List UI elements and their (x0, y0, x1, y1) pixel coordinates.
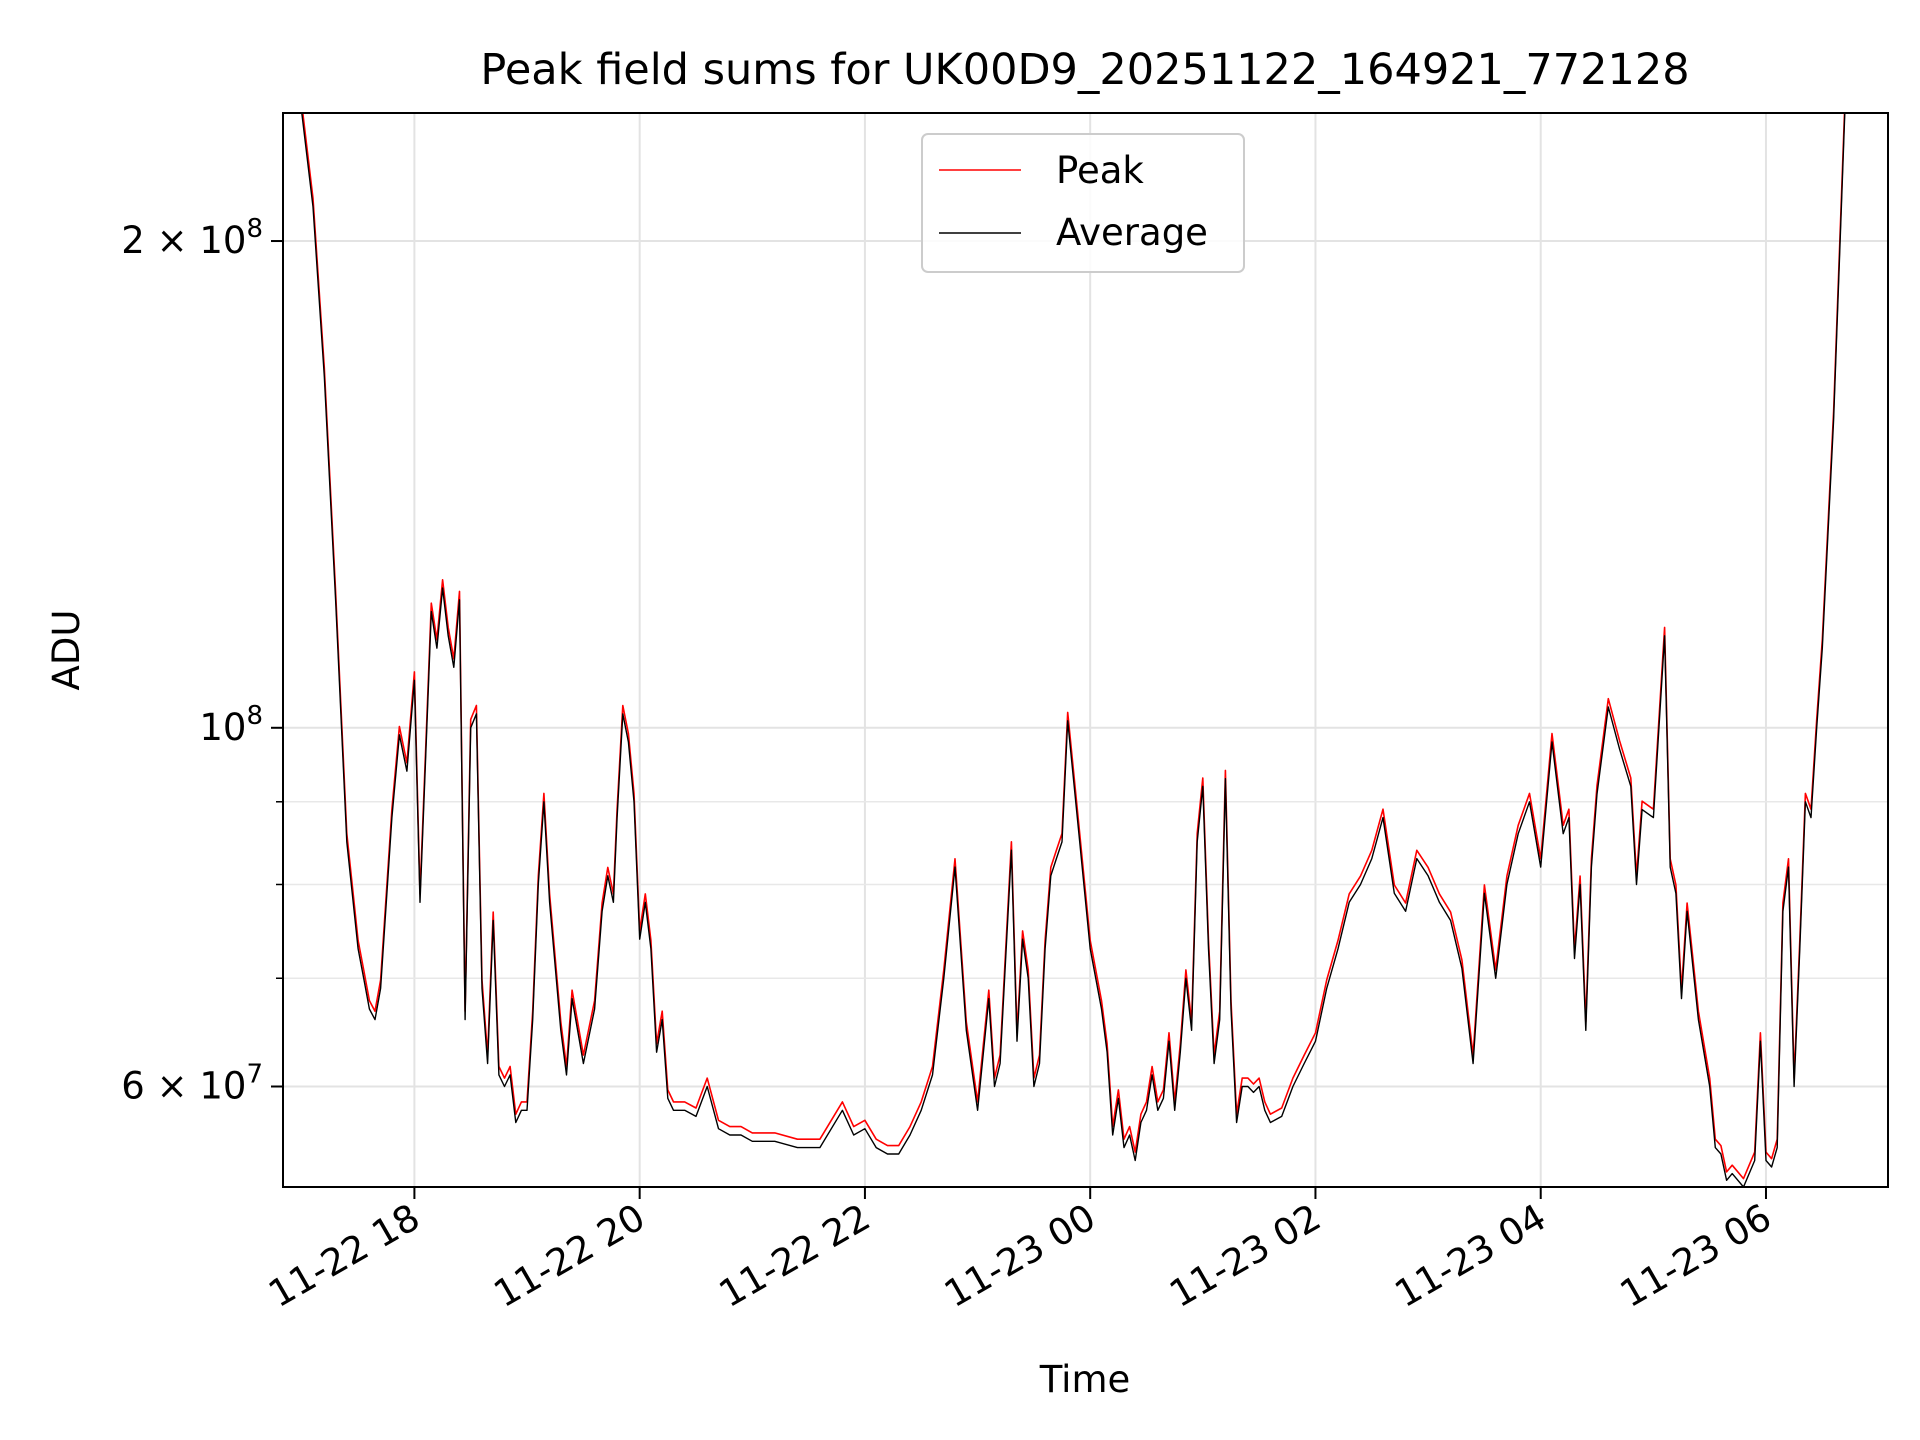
legend-average-label: Average (1056, 211, 1208, 254)
legend-box (921, 133, 1245, 273)
y-tick-label: 108 (199, 701, 263, 749)
legend-peak-label: Peak (1056, 149, 1144, 192)
x-axis-label: Time (1039, 1358, 1131, 1401)
series-average-line (301, 113, 1846, 1187)
y-axis-label: ADU (45, 610, 88, 691)
plot-area-frame (282, 112, 1889, 1188)
y-tick-label: 6 × 107 (121, 1060, 263, 1108)
chart-title: Peak field sums for UK00D9_20251122_1649… (480, 45, 1689, 95)
y-axis-ticks: 6 × 107 108 2 × 108 (121, 214, 283, 1108)
y-tick-label: 2 × 108 (121, 214, 263, 262)
legend: Peak Average (921, 133, 1245, 273)
series-peak-line (301, 113, 1846, 1180)
